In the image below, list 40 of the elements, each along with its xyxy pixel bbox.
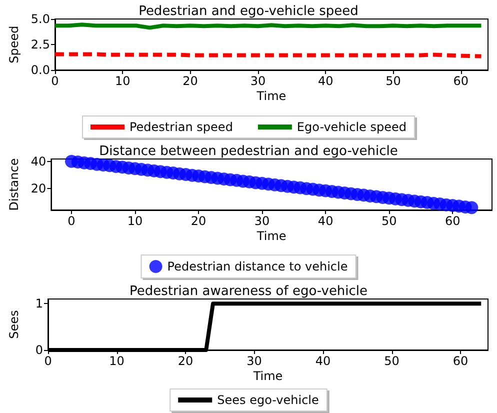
x-tick-label: 30	[250, 74, 266, 88]
y-axis-title: Sees	[7, 310, 21, 339]
legend-label: Pedestrian speed	[129, 120, 233, 134]
legend-label: Sees ego-vehicle	[217, 393, 319, 407]
x-tick-label: 40	[315, 354, 331, 368]
legend-label: Pedestrian distance to vehicle	[167, 260, 348, 274]
y-tick-label: 0	[35, 343, 43, 357]
x-tick-label: 40	[318, 74, 334, 88]
x-tick-label: 0	[51, 74, 59, 88]
x-tick-label: 0	[68, 214, 76, 228]
x-tick-label: 30	[246, 354, 262, 368]
y-tick-label: 2.5	[30, 38, 50, 52]
y-tick-label: 20	[30, 182, 46, 196]
y-tick-label: 0.0	[30, 63, 50, 77]
x-tick-label: 10	[127, 214, 143, 228]
x-tick-label: 50	[386, 74, 401, 88]
x-tick-label: 60	[452, 354, 468, 368]
x-tick-label: 60	[444, 214, 460, 228]
x-tick-label: 30	[254, 214, 270, 228]
x-tick-label: 20	[182, 74, 198, 88]
y-axis-title: Distance	[7, 158, 21, 211]
x-tick-label: 10	[115, 74, 130, 88]
x-axis-title: Time	[252, 369, 283, 383]
y-axis-title: Speed	[7, 26, 21, 64]
chart-title: Pedestrian awareness of ego-vehicle	[129, 284, 368, 299]
y-tick-label: 1	[35, 296, 43, 311]
x-axis-title: Time	[256, 89, 286, 103]
chart-title: Distance between pedestrian and ego-vehicle	[99, 144, 398, 159]
chart-title: Pedestrian and ego-vehicle speed	[138, 4, 358, 19]
x-tick-label: 20	[190, 214, 206, 228]
legend-label: Ego-vehicle speed	[296, 120, 407, 134]
x-tick-label: 10	[109, 354, 124, 368]
x-tick-label: 40	[318, 214, 334, 228]
y-tick-label: 5.0	[30, 12, 50, 26]
x-tick-label: 50	[384, 354, 400, 368]
y-tick-label: 40	[30, 154, 46, 168]
x-axis-title: Time	[256, 229, 286, 243]
x-tick-label: 20	[178, 354, 194, 368]
x-tick-label: 50	[381, 214, 397, 228]
x-tick-label: 60	[453, 74, 469, 88]
